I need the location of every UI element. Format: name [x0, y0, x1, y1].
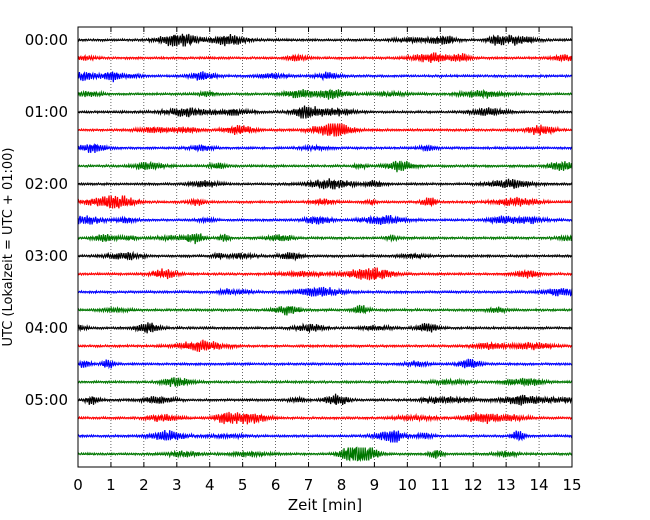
y-tick-label-03:00: 03:00 [25, 247, 68, 265]
x-tick-label-1: 1 [106, 476, 116, 494]
trace-row-12 [77, 250, 573, 262]
trace-row-7 [77, 160, 573, 173]
trace-row-14 [77, 286, 573, 297]
trace-row-10 [77, 214, 573, 225]
trace-row-20 [77, 393, 573, 406]
x-tick-label-11: 11 [431, 476, 450, 494]
trace-row-0 [77, 33, 573, 47]
trace-row-15 [77, 304, 573, 316]
trace-row-13 [77, 267, 573, 281]
x-tick-label-4: 4 [205, 476, 215, 494]
trace-row-8 [77, 178, 573, 190]
x-axis-label: Zeit [min] [288, 496, 362, 514]
trace-row-1 [77, 52, 573, 64]
trace-row-16 [77, 322, 573, 334]
trace-row-2 [77, 71, 573, 83]
y-tick-label-05:00: 05:00 [25, 391, 68, 409]
trace-row-3 [77, 88, 573, 100]
y-tick-label-02:00: 02:00 [25, 175, 68, 193]
x-tick-label-2: 2 [139, 476, 149, 494]
x-tick-label-14: 14 [530, 476, 549, 494]
x-axis-ticks: 0 1 2 3 4 5 6 7 8 9 10 11 12 13 14 15 [73, 27, 582, 494]
x-tick-label-13: 13 [497, 476, 516, 494]
trace-layer [77, 33, 573, 462]
x-tick-label-8: 8 [337, 476, 347, 494]
trace-row-18 [77, 358, 573, 370]
trace-row-23 [77, 446, 573, 462]
x-tick-label-6: 6 [271, 476, 281, 494]
trace-row-11 [77, 233, 573, 245]
y-axis-label: UTC (Lokalzeit = UTC + 01:00) [1, 148, 16, 347]
trace-row-22 [77, 429, 573, 443]
x-tick-label-0: 0 [73, 476, 83, 494]
trace-row-9 [77, 195, 573, 209]
y-tick-label-04:00: 04:00 [25, 319, 68, 337]
trace-row-4 [77, 105, 573, 119]
trace-row-17 [77, 339, 573, 353]
x-tick-label-9: 9 [370, 476, 380, 494]
trace-row-21 [77, 411, 573, 425]
x-tick-label-7: 7 [304, 476, 314, 494]
y-axis-ticks: 00:00 01:00 02:00 03:00 04:00 05:00 [25, 31, 572, 409]
grid-layer [110, 27, 540, 467]
trace-row-19 [77, 376, 573, 388]
plot-frame [77, 26, 573, 468]
x-tick-label-5: 5 [238, 476, 248, 494]
x-tick-label-15: 15 [562, 476, 581, 494]
y-tick-label-01:00: 01:00 [25, 103, 68, 121]
x-tick-label-3: 3 [172, 476, 182, 494]
trace-row-6 [77, 142, 573, 154]
x-tick-label-12: 12 [464, 476, 483, 494]
x-tick-label-10: 10 [398, 476, 417, 494]
trace-row-5 [77, 123, 573, 137]
y-tick-label-00:00: 00:00 [25, 31, 68, 49]
